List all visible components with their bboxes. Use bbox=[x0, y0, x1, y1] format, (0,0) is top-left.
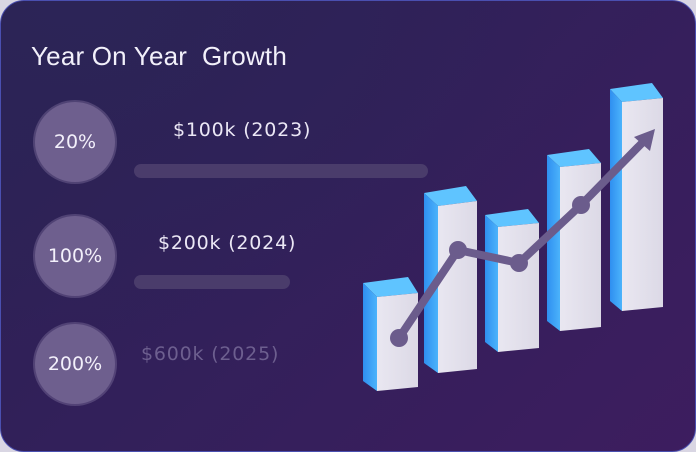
growth-percent-2024: 100% bbox=[47, 245, 103, 267]
bar-3-illustration bbox=[485, 209, 539, 352]
bar-4-illustration bbox=[547, 149, 601, 331]
progress-bar-2023 bbox=[134, 164, 428, 178]
progress-bar-2024 bbox=[134, 275, 290, 289]
revenue-label-2023: $100k (2023) bbox=[173, 119, 312, 141]
bar-5-top bbox=[610, 83, 663, 102]
bar-4-side bbox=[547, 155, 560, 331]
trend-arrow-head-icon bbox=[634, 129, 655, 151]
growth-percent-2025: 200% bbox=[47, 353, 103, 375]
trend-point-4 bbox=[572, 196, 590, 214]
bar-1-illustration bbox=[363, 277, 418, 391]
trend-point-3 bbox=[510, 254, 528, 272]
bar-2-illustration bbox=[424, 186, 477, 373]
bar-5-illustration bbox=[610, 83, 663, 311]
bar-4-front bbox=[560, 163, 601, 331]
growth-percent-badge-2024: 100% bbox=[35, 216, 115, 296]
bar-2-side bbox=[424, 193, 438, 373]
bar-4-top bbox=[547, 149, 601, 167]
bar-3-front bbox=[498, 223, 539, 352]
bar-5-front bbox=[622, 98, 663, 311]
growth-percent-2023: 20% bbox=[53, 131, 97, 153]
revenue-label-2025: $600k (2025) bbox=[141, 343, 280, 365]
growth-percent-badge-2025: 200% bbox=[35, 324, 115, 404]
bar-1-top bbox=[363, 277, 418, 297]
bar-3-top bbox=[485, 209, 539, 227]
trend-point-2 bbox=[449, 241, 467, 259]
bar-3-side bbox=[485, 215, 498, 352]
bar-2-top bbox=[424, 186, 477, 206]
revenue-label-2024: $200k (2024) bbox=[158, 232, 297, 254]
bar-2-front bbox=[438, 201, 477, 373]
growth-percent-badge-2023: 20% bbox=[35, 102, 115, 182]
bar-1-side bbox=[363, 283, 377, 391]
trend-point-1 bbox=[390, 329, 408, 347]
card-title: Year On Year Growth bbox=[31, 41, 287, 71]
bar-5-side bbox=[610, 89, 622, 311]
